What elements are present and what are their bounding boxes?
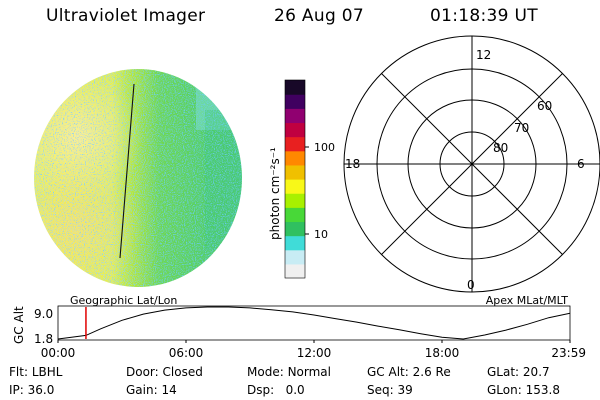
- colorbar-band: [285, 122, 305, 138]
- dsp-field: Dsp: 0.0: [247, 383, 305, 397]
- geographic-label: Geographic Lat/Lon: [70, 294, 177, 307]
- colorbar-band: [285, 136, 305, 152]
- colorbar-band: [285, 193, 305, 208]
- colorbar-tick-100: 100: [314, 141, 335, 154]
- colorbar-unit-label: photon cm⁻²s⁻¹: [268, 147, 282, 240]
- uv-image: [34, 69, 242, 287]
- time-label: 01:18:39 UT: [430, 6, 538, 26]
- flt-field: Flt: LBHL: [9, 365, 63, 379]
- altitude-timeline: Geographic Lat/Lon Apex MLat/MLT GC Alt …: [12, 294, 586, 360]
- gcalt-value: 2.6 Re: [412, 365, 451, 379]
- seq-value: 39: [397, 383, 413, 397]
- mlt-label-0: 0: [467, 278, 475, 292]
- altitude-line: [57, 306, 571, 340]
- mode-value: Normal: [287, 365, 331, 379]
- x-tick-label: 23:59: [551, 346, 586, 360]
- y-tick-9: 9.0: [34, 307, 53, 321]
- timeline-frame: [57, 305, 571, 341]
- colorbar-band: [285, 249, 305, 265]
- y-tick-1-8: 1.8: [34, 332, 53, 346]
- apex-label: Apex MLat/MLT: [486, 294, 569, 307]
- colorbar-tick-10: 10: [314, 228, 328, 241]
- colorbar-band: [285, 263, 305, 279]
- colorbar-band: [285, 235, 305, 251]
- mode-field: Mode: Normal: [247, 365, 331, 379]
- x-tick-label: 06:00: [169, 346, 204, 360]
- door-value: Closed: [162, 365, 203, 379]
- colorbar-band: [285, 94, 305, 109]
- colorbar-band: [285, 150, 305, 166]
- seq-field: Seq: 39: [367, 383, 413, 397]
- mlat-label-80: 80: [493, 141, 508, 155]
- x-tick-label: 00:00: [41, 346, 76, 360]
- mlt-label-6: 6: [577, 157, 585, 171]
- glat-field: GLat: 20.7: [487, 365, 550, 379]
- ip-value: 36.0: [27, 383, 55, 397]
- mlt-label-12: 12: [476, 48, 491, 62]
- ip-field: IP: 36.0: [9, 383, 55, 397]
- glat-value: 20.7: [522, 365, 550, 379]
- instrument-title: Ultraviolet Imager: [46, 6, 206, 26]
- colorbar-band: [285, 108, 305, 124]
- colorbar-band: [285, 221, 305, 237]
- track-line: [119, 83, 135, 259]
- flt-value: LBHL: [31, 365, 63, 379]
- colorbar-band: [285, 164, 305, 180]
- colorbar-band: [285, 179, 305, 194]
- polar-grid: [343, 35, 600, 293]
- colorbar: 100 10 photon cm⁻²s⁻¹: [268, 79, 335, 279]
- x-tick-label: 18:00: [425, 346, 460, 360]
- date-label: 26 Aug 07: [274, 6, 364, 26]
- glon-value: 153.8: [525, 383, 560, 397]
- gc-alt-axis-title: GC Alt: [12, 306, 26, 344]
- gcalt-field: GC Alt: 2.6 Re: [367, 365, 451, 379]
- door-field: Door: Closed: [126, 365, 203, 379]
- gain-value: 14: [161, 383, 177, 397]
- dsp-value: 0.0: [285, 383, 305, 397]
- mlat-label-70: 70: [514, 121, 529, 135]
- colorbar-band: [285, 207, 305, 223]
- mlt-label-18: 18: [345, 157, 360, 171]
- x-tick-label: 12:00: [297, 346, 332, 360]
- mlat-label-60: 60: [537, 99, 552, 113]
- glon-field: GLon: 153.8: [487, 383, 560, 397]
- colorbar-band: [285, 80, 305, 95]
- gain-field: Gain: 14: [126, 383, 177, 397]
